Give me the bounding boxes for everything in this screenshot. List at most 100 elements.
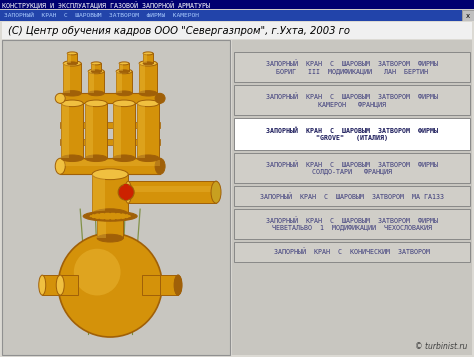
Bar [91,64,101,71]
Ellipse shape [56,275,64,295]
Ellipse shape [125,212,127,214]
Ellipse shape [63,91,81,96]
Ellipse shape [143,62,153,65]
Ellipse shape [92,209,128,220]
Text: ЗАПОРНЫЙ  КРАН  С  ШАРОВЫМ  ЗАТВОРОМ  ФИРМЫ
КАМЕРОН   ФРАНЦИЯ: ЗАПОРНЫЙ КРАН С ШАРОВЫМ ЗАТВОРОМ ФИРМЫ К… [266,93,438,107]
Bar [97,216,106,238]
Bar [60,139,160,145]
Text: ЗАПОРНЫЙ  КРАН  С  КОНИЧЕСКИМ  ЗАТВОРОМ: ЗАПОРНЫЙ КРАН С КОНИЧЕСКИМ ЗАТВОРОМ [274,249,430,256]
Ellipse shape [131,215,133,217]
Bar [60,122,160,128]
Ellipse shape [87,215,89,217]
Bar [143,54,153,64]
Ellipse shape [55,158,65,174]
Ellipse shape [91,62,101,65]
Ellipse shape [119,62,129,65]
Ellipse shape [103,219,106,221]
Bar [92,174,105,214]
Text: КОНСТРУКЦИЯ И ЭКСПЛУАТАЦИЯ ГАЗОВОЙ ЗАПОРНОЙ АРМАТУРЫ: КОНСТРУКЦИЯ И ЭКСПЛУАТАЦИЯ ГАЗОВОЙ ЗАПОР… [2,1,210,9]
Ellipse shape [116,69,132,74]
Ellipse shape [39,275,46,295]
Bar [85,103,93,158]
Bar [234,118,470,150]
Bar [60,158,160,174]
Bar [2,40,230,355]
Bar [88,71,94,93]
Bar [137,103,159,158]
Bar [234,52,470,82]
Ellipse shape [88,216,90,218]
Ellipse shape [94,218,96,220]
Ellipse shape [98,218,100,221]
Ellipse shape [125,218,127,220]
Bar [128,186,216,192]
Ellipse shape [90,217,92,219]
Text: x: x [465,13,470,19]
Bar [0,10,462,21]
Ellipse shape [88,212,132,220]
Bar [234,209,470,239]
Bar [60,93,160,103]
Bar [113,103,135,158]
Bar [160,275,178,295]
Ellipse shape [130,214,132,216]
Ellipse shape [90,213,92,215]
Ellipse shape [128,217,130,219]
Bar [60,275,78,295]
Ellipse shape [88,69,104,74]
Ellipse shape [91,70,101,73]
Ellipse shape [109,211,111,213]
Bar [462,10,474,21]
Ellipse shape [120,218,122,221]
Bar [116,71,132,93]
Bar [119,64,129,71]
Bar [143,54,146,64]
Ellipse shape [97,234,123,242]
Bar [85,103,107,158]
Ellipse shape [55,93,65,103]
Bar [63,64,81,93]
Circle shape [118,184,134,200]
Ellipse shape [137,100,159,107]
Bar [60,160,160,166]
Text: ЗАПОРНЫЙ  КРАН  С  ШАРОВЫМ  ЗАТВОРОМ  ФИРМЫ
БОРИГ   III  МОДИФИКАЦИИ   ЛАН  БЕРТ: ЗАПОРНЫЙ КРАН С ШАРОВЫМ ЗАТВОРОМ ФИРМЫ Б… [266,60,438,75]
Bar [128,181,216,203]
Circle shape [58,233,162,337]
Ellipse shape [213,181,219,203]
Bar [67,54,77,64]
Bar [97,216,123,238]
Ellipse shape [61,100,83,107]
Ellipse shape [67,52,77,55]
Bar [142,275,160,295]
Bar [139,64,157,93]
Text: (С) Центр обучения кадров ООО "Севергазпром", г.Ухта, 2003 го: (С) Центр обучения кадров ООО "Севергазп… [8,26,350,36]
Text: ЗАПОРНЫЙ  КРАН  С  ШАРОВЫМ  ЗАТВОРОМ  МА ГА133: ЗАПОРНЫЙ КРАН С ШАРОВЫМ ЗАТВОРОМ МА ГА13… [260,193,444,200]
Text: ЗАПОРНЫЙ  КРАН  С  ШАРОВЫМ  ЗАТВОРОМ  ФИРМЫ
ЧЕВЕТАЛЬВО  1  МОДИФИКАЦИИ  ЧЕХОСЛОВ: ЗАПОРНЫЙ КРАН С ШАРОВЫМ ЗАТВОРОМ ФИРМЫ Ч… [266,217,438,231]
Text: © turbinist.ru: © turbinist.ru [415,342,468,351]
Ellipse shape [88,214,90,216]
Ellipse shape [155,158,165,174]
Bar [137,103,145,158]
Ellipse shape [113,155,135,162]
Bar [61,103,83,158]
Ellipse shape [113,100,135,107]
Bar [63,64,70,93]
Circle shape [74,249,120,296]
Ellipse shape [130,216,132,218]
Ellipse shape [119,70,129,73]
Bar [139,64,146,93]
Ellipse shape [143,52,153,55]
Ellipse shape [211,181,221,203]
Ellipse shape [103,211,106,213]
Ellipse shape [115,219,117,221]
Ellipse shape [85,155,107,162]
Ellipse shape [137,155,159,162]
Ellipse shape [174,275,182,295]
Ellipse shape [67,62,77,65]
Bar [234,153,470,183]
Ellipse shape [97,212,123,220]
Ellipse shape [61,155,83,162]
Ellipse shape [115,211,117,213]
Ellipse shape [125,181,131,203]
Ellipse shape [155,93,165,103]
